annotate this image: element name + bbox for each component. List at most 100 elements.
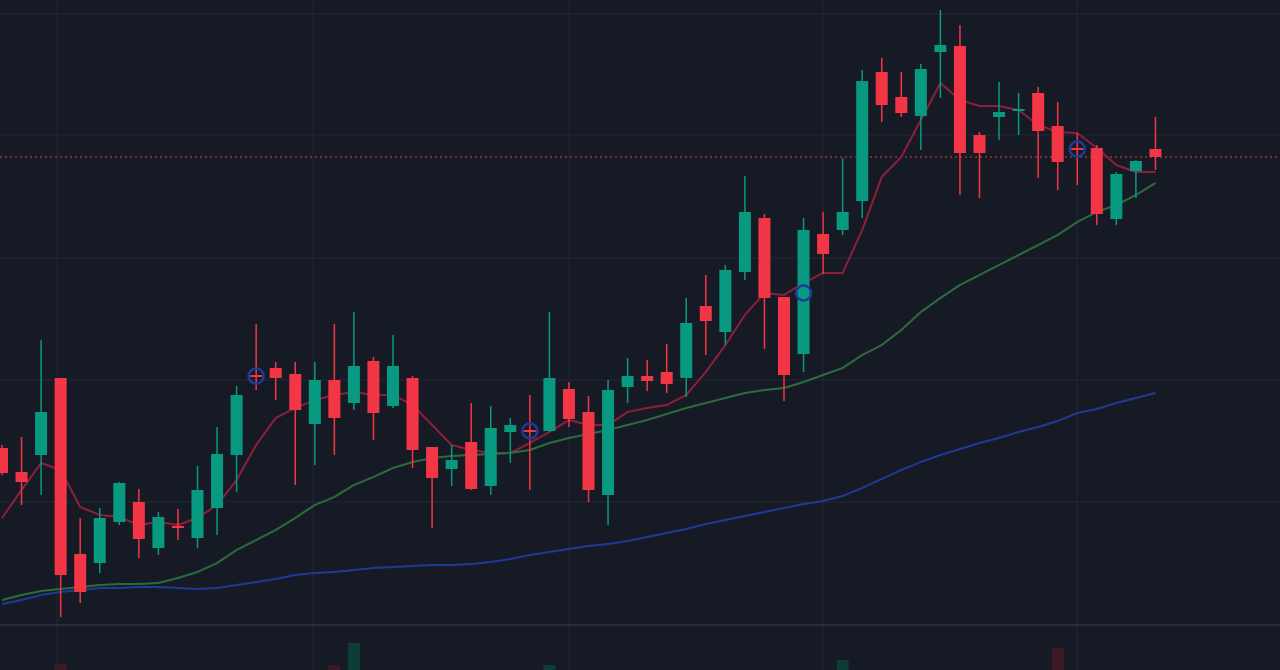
candle-down[interactable] xyxy=(875,58,888,122)
candle-up[interactable] xyxy=(93,508,106,573)
candle-down[interactable] xyxy=(1051,102,1064,190)
candle-body xyxy=(152,517,165,548)
candle-body xyxy=(797,230,810,354)
candle-body xyxy=(93,518,106,563)
candle-up[interactable] xyxy=(680,298,693,397)
candle-down[interactable] xyxy=(367,357,380,440)
candle-body xyxy=(308,380,321,424)
candle-down[interactable] xyxy=(699,275,712,355)
candle-up[interactable] xyxy=(914,64,927,150)
candle-body xyxy=(367,361,380,413)
candle-down[interactable] xyxy=(1032,87,1045,178)
candle-body xyxy=(699,306,712,321)
candle-down[interactable] xyxy=(953,25,966,195)
candle-down[interactable] xyxy=(758,214,771,349)
candle-body xyxy=(504,425,517,432)
candle-body xyxy=(543,378,556,431)
candle-up[interactable] xyxy=(445,445,458,486)
ma-slow-line xyxy=(1,392,1156,605)
volume-bar xyxy=(836,660,849,670)
candle-body xyxy=(230,395,243,455)
candle-down[interactable] xyxy=(289,362,302,485)
candle-body xyxy=(328,380,341,418)
candle-up[interactable] xyxy=(1129,160,1142,198)
candle-up[interactable] xyxy=(308,362,321,465)
candle-body xyxy=(113,483,126,522)
candle-up[interactable] xyxy=(230,386,243,492)
candle-down[interactable] xyxy=(74,518,87,603)
candle-body xyxy=(719,270,732,332)
candle-body xyxy=(621,376,634,387)
candle-down[interactable] xyxy=(582,396,595,502)
candle-down[interactable] xyxy=(250,324,263,390)
candle-up[interactable] xyxy=(1110,172,1123,225)
candle-up[interactable] xyxy=(856,70,869,218)
candle-body xyxy=(1090,148,1103,214)
candle-down[interactable] xyxy=(328,324,341,455)
candle-up[interactable] xyxy=(543,312,556,432)
candle-body xyxy=(562,389,575,419)
candle-down[interactable] xyxy=(895,72,908,117)
candle-down[interactable] xyxy=(426,447,439,528)
candle-down[interactable] xyxy=(1090,145,1103,225)
candle-body xyxy=(1012,109,1025,111)
candle-down[interactable] xyxy=(562,382,575,427)
candle-body xyxy=(856,81,869,201)
volume-bar xyxy=(347,643,360,670)
candle-up[interactable] xyxy=(719,265,732,345)
candle-body xyxy=(289,374,302,410)
candle-up[interactable] xyxy=(113,482,126,525)
candle-down[interactable] xyxy=(817,212,830,274)
candle-body xyxy=(1149,149,1162,157)
candle-body xyxy=(778,297,790,375)
candle-up[interactable] xyxy=(504,418,517,463)
candle-up[interactable] xyxy=(797,218,810,372)
signal-marker-circle-icon xyxy=(794,284,813,302)
candle-body xyxy=(465,442,478,489)
candle-up[interactable] xyxy=(347,312,360,410)
candle-body xyxy=(660,372,673,384)
candle-body xyxy=(426,447,439,478)
candle-up[interactable] xyxy=(191,466,204,548)
candle-up[interactable] xyxy=(211,427,224,535)
candle-down[interactable] xyxy=(641,360,654,391)
candle-down[interactable] xyxy=(660,344,673,393)
candle-body xyxy=(1129,161,1142,171)
candle-up[interactable] xyxy=(35,340,48,495)
candle-body xyxy=(953,46,966,153)
candle-down[interactable] xyxy=(778,297,790,401)
candle-body xyxy=(680,323,693,378)
candle-up[interactable] xyxy=(934,10,947,98)
candle-down[interactable] xyxy=(523,395,536,490)
candle-up[interactable] xyxy=(387,335,399,408)
candle-down[interactable] xyxy=(132,489,145,558)
candle-up[interactable] xyxy=(484,406,497,495)
candle-down[interactable] xyxy=(973,132,986,198)
candle-down[interactable] xyxy=(1149,117,1162,170)
candle-body xyxy=(758,218,771,298)
signal-marker-circle-icon xyxy=(521,422,539,440)
candle-body xyxy=(445,460,458,469)
candle-up[interactable] xyxy=(738,176,751,280)
candle-down[interactable] xyxy=(406,376,419,468)
volume-bar xyxy=(543,665,556,670)
candle-up[interactable] xyxy=(602,380,615,525)
candle-down[interactable] xyxy=(54,378,67,617)
candle-up[interactable] xyxy=(1012,93,1025,135)
candle-up[interactable] xyxy=(621,358,634,403)
candle-body xyxy=(602,390,615,495)
candle-down[interactable] xyxy=(171,509,184,540)
candle-down[interactable] xyxy=(15,437,28,505)
candle-up[interactable] xyxy=(993,82,1006,140)
candle-body xyxy=(0,448,8,473)
candle-up[interactable] xyxy=(152,512,165,555)
candle-up[interactable] xyxy=(836,158,849,235)
ma-mid-line xyxy=(1,182,1156,601)
candle-down[interactable] xyxy=(465,403,478,490)
candle-down[interactable] xyxy=(0,445,8,475)
candle-down[interactable] xyxy=(269,362,282,400)
signal-marker-circle-icon xyxy=(1068,140,1086,158)
